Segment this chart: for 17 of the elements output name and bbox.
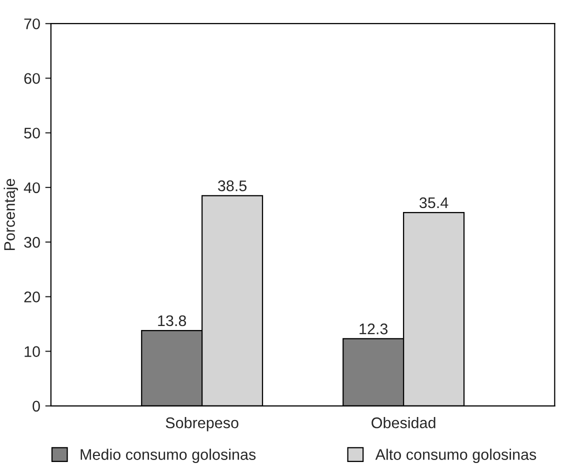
y-tick-label: 0 bbox=[32, 400, 40, 412]
legend-label: Medio consumo golosinas bbox=[80, 448, 256, 463]
y-tick-label: 50 bbox=[24, 128, 40, 139]
y-tick-label: 30 bbox=[24, 236, 40, 248]
y-tick-label: 40 bbox=[24, 182, 40, 194]
data-label: 13.8 bbox=[158, 315, 186, 326]
y-tick-label: 20 bbox=[24, 292, 40, 302]
y-tick-label: 70 bbox=[24, 18, 40, 30]
x-tick-label: Sobrepeso bbox=[166, 417, 238, 432]
legend-label: Alto consumo golosinas bbox=[375, 448, 536, 463]
y-axis-title: Porcentaje bbox=[4, 178, 18, 250]
data-label: 38.5 bbox=[218, 180, 247, 192]
x-tick-label: Obesidad bbox=[372, 417, 436, 428]
data-label: 12.3 bbox=[360, 324, 388, 334]
y-tick-label: 10 bbox=[24, 346, 40, 357]
data-label: 35.4 bbox=[420, 197, 448, 208]
y-tick-label: 60 bbox=[24, 73, 40, 84]
